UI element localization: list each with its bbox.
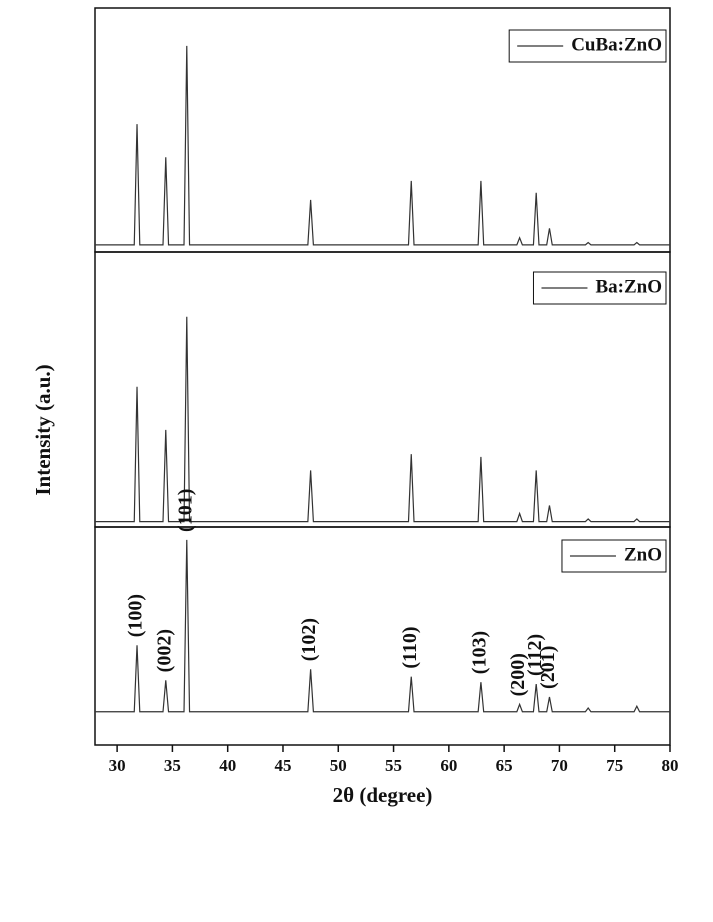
legend: CuBa:ZnO: [509, 30, 666, 62]
x-tick-label: 50: [330, 756, 347, 775]
peak-label: (103): [469, 631, 491, 674]
x-tick-label: 45: [274, 756, 291, 775]
chart: CuBa:ZnO Ba:ZnO Intensity (a.u.) ZnO 30 35 40 4…: [0, 0, 713, 922]
y-axis-label: Intensity (a.u.): [31, 364, 55, 495]
x-axis-label: 2θ (degree): [333, 783, 433, 807]
peak-label: (002): [153, 629, 175, 672]
x-tick-label: 55: [385, 756, 402, 775]
x-tick-label: 60: [440, 756, 457, 775]
x-tick-label: 30: [109, 756, 126, 775]
peak-label: (110): [399, 626, 421, 668]
x-tick-label: 35: [164, 756, 181, 775]
xrd-line: [95, 46, 670, 245]
peak-label: (201): [537, 646, 559, 689]
legend-label: CuBa:ZnO: [571, 34, 662, 55]
legend-label: Ba:ZnO: [595, 276, 662, 297]
x-tick-label: 65: [496, 756, 513, 775]
x-tick-label: 40: [219, 756, 236, 775]
legend: ZnO: [562, 540, 666, 572]
x-tick-label: 80: [662, 756, 679, 775]
peak-label: (100): [125, 594, 147, 637]
x-tick-label: 75: [606, 756, 623, 775]
legend-label: ZnO: [624, 544, 662, 565]
legend: Ba:ZnO: [533, 272, 666, 304]
peak-label: (101): [174, 489, 196, 532]
x-tick-label: 70: [551, 756, 568, 775]
peak-label: (102): [298, 618, 320, 661]
